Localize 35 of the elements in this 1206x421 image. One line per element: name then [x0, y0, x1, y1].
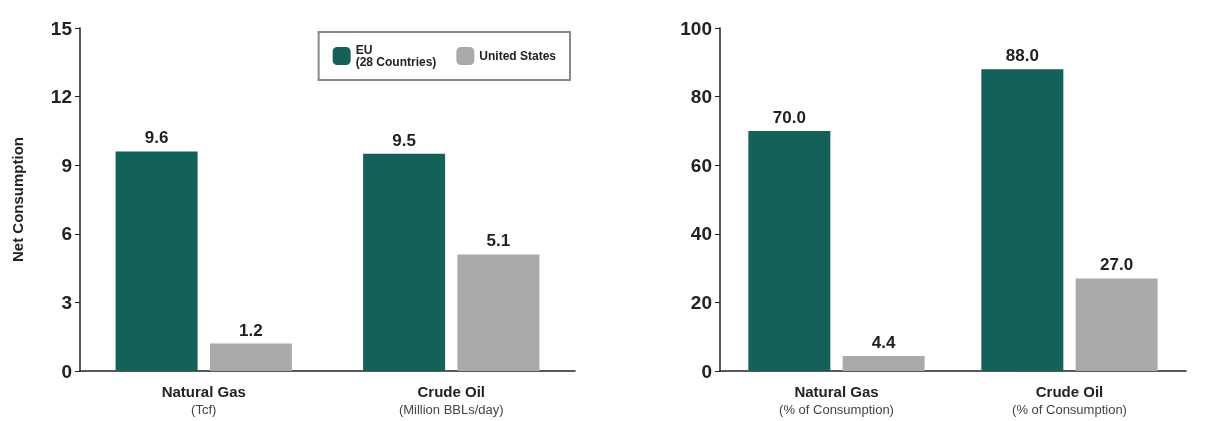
bar — [209, 343, 292, 371]
data-label: 4.4 — [871, 332, 897, 352]
y-tick-label: 3 — [61, 291, 72, 313]
y-tick-label: 80 — [690, 86, 712, 108]
y-tick-label: 20 — [690, 291, 712, 313]
x-tick-label: Natural Gas (Tcf) — [161, 382, 246, 417]
data-label: 9.6 — [144, 128, 169, 148]
data-label: 9.5 — [392, 130, 416, 150]
y-tick-label: 9 — [61, 154, 72, 176]
bar — [981, 69, 1064, 371]
y-tick-label: 15 — [50, 17, 73, 39]
bar — [1075, 278, 1158, 371]
x-tick-label: Crude Oil (Million BBLs/day) — [398, 382, 504, 417]
bar — [363, 153, 446, 371]
data-label: 1.2 — [239, 320, 263, 340]
y-axis-title: Net Consumption — [9, 137, 26, 262]
legend-label: EU (28 Countries) — [355, 43, 437, 69]
x-tick-label: Natural Gas (% of Consumption) — [779, 382, 894, 417]
data-label: 88.0 — [1005, 46, 1039, 66]
data-label: 5.1 — [486, 231, 511, 251]
y-tick-label: 100 — [680, 17, 712, 39]
y-tick-label: 60 — [690, 154, 712, 176]
x-tick-label: Crude Oil (% of Consumption) — [1012, 382, 1127, 417]
y-tick-label: 40 — [690, 223, 712, 245]
y-tick-label: 12 — [50, 86, 72, 108]
y-tick-label: 6 — [61, 223, 72, 245]
data-label: 27.0 — [1100, 255, 1134, 275]
data-label: 70.0 — [772, 107, 806, 127]
bar — [748, 130, 831, 371]
bar — [115, 151, 198, 371]
y-tick-label: 0 — [701, 360, 712, 382]
bar — [457, 254, 540, 371]
legend-label: United States — [479, 49, 557, 63]
y-tick-label: 0 — [61, 360, 72, 382]
bar — [842, 355, 925, 371]
